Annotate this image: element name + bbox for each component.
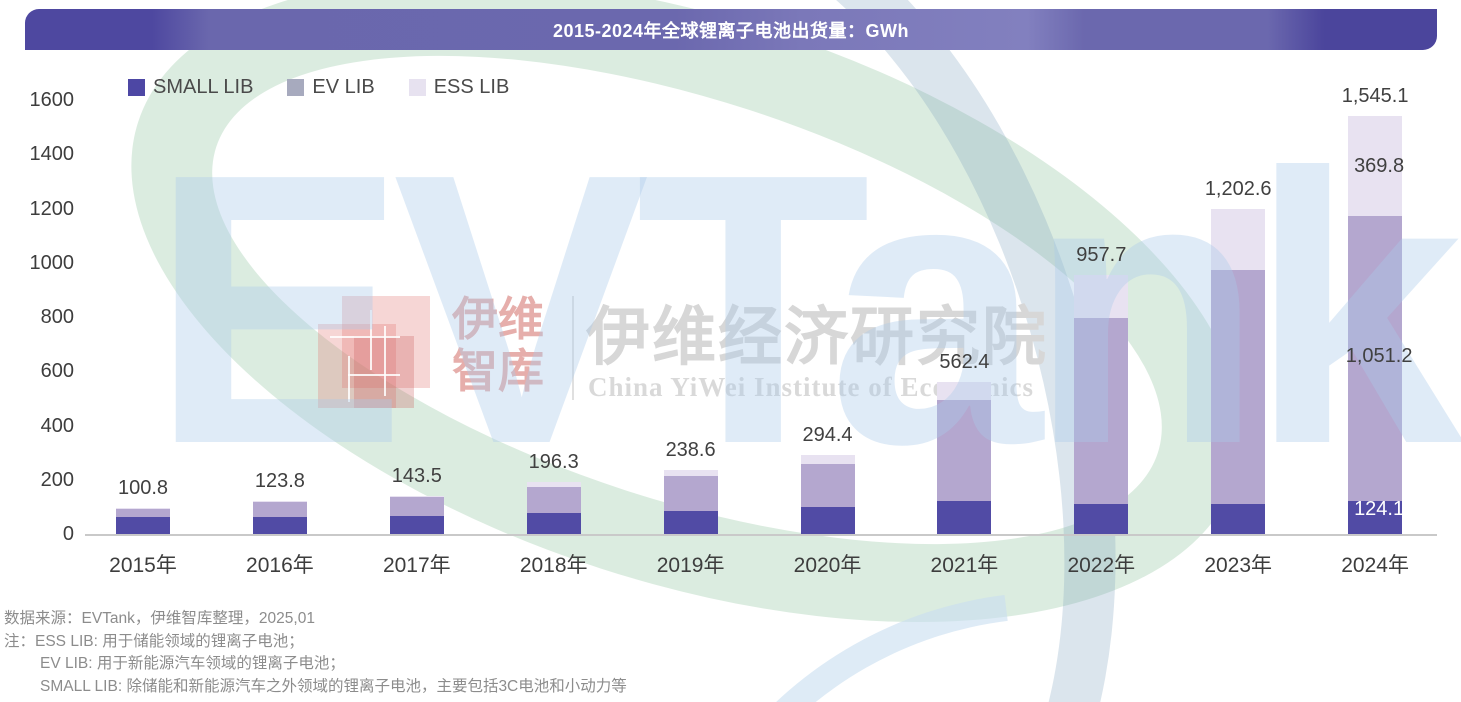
bar-segment-small-lib: [663, 510, 718, 535]
bar-segment-ev-lib: [937, 400, 992, 502]
legend-item-ess-lib: ESS LIB: [408, 76, 510, 99]
note-ess-line: 注：ESS LIB: 用于储能领域的锂离子电池；: [4, 632, 304, 650]
x-axis-tick: 2024年: [1341, 554, 1409, 577]
x-axis-tick: 2017年: [382, 554, 451, 577]
y-axis-tick: 1000: [29, 251, 75, 274]
bar-total-label: 1,545.1: [1341, 84, 1409, 107]
legend-item-ev-lib: EV LIB: [287, 76, 375, 99]
bar-segment-ev-lib: [252, 502, 307, 518]
y-axis-tick: 400: [40, 414, 74, 437]
bar-segment-small-lib: [937, 501, 992, 535]
x-axis-tick: 2019年: [656, 554, 725, 577]
bar-segment-ess-lib: [800, 455, 855, 464]
bar-segment-ess-lib: [1348, 115, 1403, 217]
x-axis-tick: 2016年: [246, 554, 314, 577]
legend-swatch: [128, 79, 145, 96]
segment-value-label: 1,051.2: [1345, 345, 1413, 367]
y-axis-tick: 1200: [29, 197, 75, 220]
x-axis-line: [85, 534, 1437, 536]
y-axis-tick: 1400: [29, 143, 75, 166]
footer-notes: 数据来源：EVTank，伊维智库整理，2025,01 注：ESS LIB: 用于…: [4, 608, 627, 698]
data-source-line: 数据来源：EVTank，伊维智库整理，2025,01: [4, 610, 315, 627]
chart-legend: SMALL LIB EV LIB ESS LIB: [128, 76, 509, 99]
bar-total-label: 1,202.6: [1204, 177, 1272, 200]
bar-segment-ev-lib: [1211, 269, 1266, 505]
bar-segment-ev-lib: [116, 508, 170, 517]
bar-total-label: 957.7: [1076, 244, 1127, 267]
bar-segment-ev-lib: [1348, 216, 1403, 502]
bar-segment-ess-lib: [526, 481, 581, 488]
legend-item-small-lib: SMALL LIB: [128, 76, 253, 99]
x-axis-tick: 2018年: [519, 554, 588, 577]
bar-segment-small-lib: [389, 516, 444, 535]
bar-segment-small-lib: [1348, 501, 1403, 535]
bar-segment-small-lib: [116, 516, 170, 535]
note-ev-line: EV LIB: 用于新能源汽车领域的锂离子电池；: [40, 655, 345, 672]
bar-segment-small-lib: [800, 506, 855, 535]
y-axis-tick: 800: [40, 306, 74, 328]
legend-swatch: [287, 79, 305, 96]
x-axis-tick: 2020年: [793, 554, 862, 577]
bar-segment-ev-lib: [389, 497, 444, 516]
bar-segment-ess-lib: [1074, 275, 1129, 319]
bar-total-label: 100.8: [117, 476, 169, 499]
x-axis-tick: 2021年: [930, 554, 999, 577]
y-axis-tick: 0: [62, 523, 74, 545]
bar-total-label: 238.6: [665, 439, 716, 462]
bar-segment-small-lib: [526, 513, 581, 535]
segment-value-label: 369.8: [1354, 155, 1405, 177]
x-axis-tick: 2022年: [1067, 554, 1136, 577]
bar-total-label: 294.4: [802, 424, 853, 447]
bar-segment-ess-lib: [1211, 208, 1266, 270]
bar-segment-ev-lib: [1074, 318, 1129, 504]
legend-label: EV LIB: [312, 76, 375, 98]
bar-segment-small-lib: [1211, 504, 1266, 535]
bar-segment-ess-lib: [389, 496, 444, 498]
bar-segment-ess-lib: [116, 507, 170, 509]
yiwei-logo-icon: [318, 296, 430, 408]
bar-segment-ess-lib: [663, 470, 718, 476]
bar-segment-ess-lib: [252, 501, 307, 503]
yiwei-logo-label: 伊维 智库: [452, 293, 544, 397]
legend-label: ESS LIB: [433, 76, 510, 98]
x-axis-tick: 2015年: [109, 554, 177, 577]
bar-segment-small-lib: [1074, 504, 1129, 535]
bar-segment-ev-lib: [526, 487, 581, 514]
watermark-divider: [572, 296, 574, 400]
y-axis-tick: 1600: [29, 89, 75, 111]
note-small-line: SMALL LIB: 除储能和新能源汽车之外领域的锂离子电池，主要包括3C电池和…: [40, 677, 627, 695]
chart-title: 2015-2024年全球锂离子电池出货量：GWh: [552, 20, 910, 41]
bar-total-label: 562.4: [939, 351, 990, 374]
bar-total-label: 143.5: [391, 465, 442, 488]
y-axis-tick: 600: [40, 360, 74, 383]
x-axis-tick: 2023年: [1204, 554, 1273, 577]
bar-total-label: 123.8: [254, 470, 305, 493]
legend-label: SMALL LIB: [153, 76, 254, 98]
legend-swatch: [408, 79, 426, 96]
segment-value-label: 124.1: [1354, 498, 1405, 520]
bar-total-label: 196.3: [528, 450, 579, 473]
bar-segment-ess-lib: [937, 382, 992, 401]
institute-name-cn: 伊维经济研究院: [586, 301, 1048, 373]
y-axis-tick: 200: [40, 468, 74, 491]
chart-title-banner: 2015-2024年全球锂离子电池出货量：GWh: [25, 9, 1437, 50]
bar-segment-small-lib: [252, 517, 307, 535]
bar-segment-ev-lib: [663, 475, 718, 511]
bar-segment-ev-lib: [800, 463, 855, 507]
